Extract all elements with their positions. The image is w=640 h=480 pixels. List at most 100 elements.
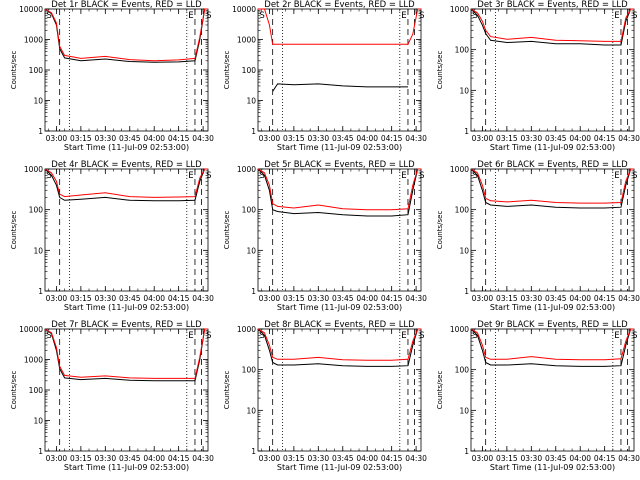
y-axis-label: Counts/sec <box>436 51 444 90</box>
x-tick-label: 03:15 <box>283 454 305 463</box>
y-tick-label: 1 <box>251 127 256 136</box>
chart-panel-6: Det 6r BLACK = Events, RED = LLD 1 10 100 10… <box>436 160 640 312</box>
chart-panel-3: Det 3r BLACK = Events, RED = LLD 1 10 100 10… <box>436 0 640 152</box>
x-tick-label: 04:00 <box>143 134 165 143</box>
chart-title: Det 4r BLACK = Events, RED = LLD <box>51 160 202 170</box>
y-tick-label: 1 <box>464 287 469 296</box>
y-axis-label: Counts/sec <box>436 371 444 410</box>
x-tick-label: 04:15 <box>381 294 403 303</box>
y-tick-label: 100 <box>29 66 44 75</box>
x-tick-label: 03:15 <box>496 134 518 143</box>
event-marker-S: S <box>632 171 637 181</box>
x-tick-label: 03:45 <box>119 454 141 463</box>
series-line-red-lld <box>258 8 421 45</box>
series-line-black-events <box>257 168 421 217</box>
x-tick-label: 03:45 <box>332 294 354 303</box>
x-tick-label: 04:00 <box>356 454 378 463</box>
y-tick-label: 1000 <box>24 165 43 174</box>
chart-title: Det 3r BLACK = Events, RED = LLD <box>477 0 628 10</box>
series-line-red-lld <box>470 168 634 204</box>
x-tick-label: 03:15 <box>70 454 92 463</box>
y-tick-label: 10 <box>33 97 43 106</box>
x-tick-label: 03:30 <box>94 294 116 303</box>
x-tick-label: 04:15 <box>168 294 190 303</box>
event-marker-S: S <box>47 11 52 21</box>
x-axis-label: Start Time (11-Jul-09 02:53:00) <box>64 303 189 312</box>
x-tick-label: 03:00 <box>259 134 281 143</box>
y-tick-label: 1000 <box>24 36 43 45</box>
event-marker-S: S <box>206 171 211 181</box>
x-tick-label: 03:45 <box>119 294 141 303</box>
event-marker-E: E <box>614 331 619 341</box>
series-line-red-lld <box>470 328 634 361</box>
event-marker-S: S <box>47 331 52 341</box>
x-tick-label: 03:45 <box>545 294 567 303</box>
event-marker-S: S <box>473 171 478 181</box>
event-marker-S: S <box>473 331 478 341</box>
x-axis-label: Start Time (11-Jul-09 02:53:00) <box>277 303 402 312</box>
series-line-red-lld <box>257 328 421 361</box>
chart-title: Det 7r BLACK = Events, RED = LLD <box>51 320 202 330</box>
x-tick-label: 04:15 <box>594 454 616 463</box>
x-tick-label: 04:30 <box>618 134 640 143</box>
series-line-black-events <box>44 328 208 382</box>
event-marker-E: E <box>188 11 193 21</box>
x-tick-label: 03:00 <box>472 294 494 303</box>
y-tick-label: 1 <box>38 127 43 136</box>
y-tick-label: 10 <box>246 406 256 415</box>
series-line-black-events <box>470 168 634 209</box>
y-tick-label: 100 <box>29 386 44 395</box>
plot-frame <box>470 168 635 292</box>
y-tick-label: 100 <box>455 46 470 55</box>
x-tick-label: 03:15 <box>496 454 518 463</box>
x-tick-label: 04:30 <box>192 294 214 303</box>
series-line-black-events <box>470 8 634 46</box>
x-tick-label: 04:00 <box>569 134 591 143</box>
series-line-black-events <box>257 328 421 367</box>
x-tick-label: 04:30 <box>192 134 214 143</box>
event-marker-S: S <box>206 331 211 341</box>
x-tick-label: 04:00 <box>569 454 591 463</box>
plot-frame <box>257 328 422 452</box>
event-marker-E: E <box>614 11 619 21</box>
x-tick-label: 04:30 <box>405 454 427 463</box>
y-tick-label: 10 <box>246 246 256 255</box>
chart-panel-9: Det 9r BLACK = Events, RED = LLD 1 10 100 10… <box>436 320 640 472</box>
x-tick-label: 03:00 <box>46 294 68 303</box>
plot-frame <box>257 168 422 292</box>
y-tick-label: 100 <box>455 366 470 375</box>
x-tick-label: 04:00 <box>143 454 165 463</box>
event-marker-E: E <box>188 331 193 341</box>
y-tick-label: 10 <box>459 406 469 415</box>
x-tick-label: 04:15 <box>594 134 616 143</box>
series-line-red-lld <box>44 8 208 62</box>
chart-panel-2: Det 2r BLACK = Events, RED = LLD 1 10 100 10… <box>223 0 427 152</box>
x-tick-label: 04:30 <box>405 134 427 143</box>
chart-title: Det 5r BLACK = Events, RED = LLD <box>264 160 415 170</box>
y-tick-label: 1000 <box>237 325 256 334</box>
y-tick-label: 1000 <box>237 36 256 45</box>
series-line-black-events <box>470 328 634 367</box>
x-tick-label: 03:30 <box>520 134 542 143</box>
y-tick-label: 1 <box>251 447 256 456</box>
x-tick-label: 03:30 <box>520 294 542 303</box>
y-tick-label: 10 <box>459 246 469 255</box>
x-tick-label: 04:30 <box>618 454 640 463</box>
event-marker-S: S <box>419 331 424 341</box>
chart-title: Det 1r BLACK = Events, RED = LLD <box>51 0 202 10</box>
plot-frame <box>44 168 209 292</box>
y-tick-label: 10 <box>33 246 43 255</box>
x-tick-label: 03:45 <box>545 134 567 143</box>
x-tick-label: 03:15 <box>70 294 92 303</box>
x-axis-label: Start Time (11-Jul-09 02:53:00) <box>64 143 189 152</box>
x-axis-label: Start Time (11-Jul-09 02:53:00) <box>64 463 189 472</box>
x-tick-label: 04:00 <box>143 294 165 303</box>
x-axis-label: Start Time (11-Jul-09 02:53:00) <box>277 463 402 472</box>
x-tick-label: 03:00 <box>46 454 68 463</box>
y-axis-label: Counts/sec <box>223 211 231 250</box>
x-tick-label: 03:30 <box>307 294 329 303</box>
y-tick-label: 100 <box>455 206 470 215</box>
event-marker-S: S <box>260 171 265 181</box>
event-marker-S: S <box>632 11 637 21</box>
